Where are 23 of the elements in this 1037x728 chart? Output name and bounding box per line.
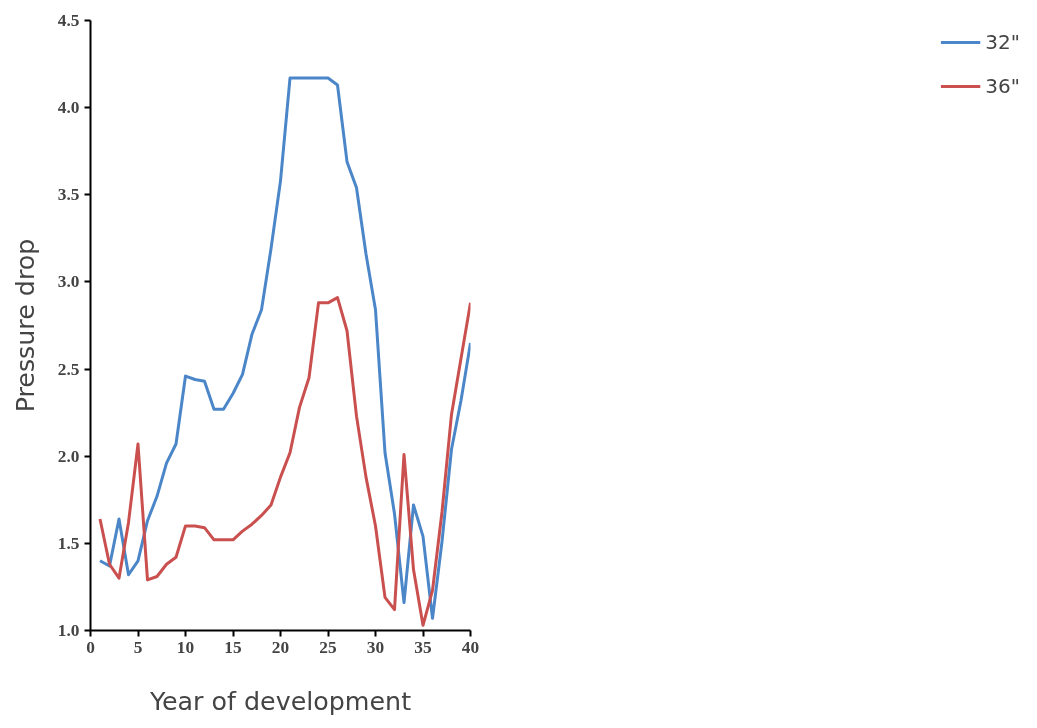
x-tick-label: 5 — [133, 637, 143, 657]
y-tick-label: 2.0 — [57, 446, 80, 466]
y-tick-label: 1.5 — [57, 533, 80, 553]
x-tick-label: 30 — [366, 637, 385, 657]
line-series — [98, 76, 471, 620]
y-tick-label: 1.0 — [57, 621, 80, 640]
y-tick-label: 4.0 — [57, 98, 80, 118]
line-series — [98, 296, 471, 627]
y-axis-title: Pressure drop — [9, 238, 40, 413]
x-tick-label: 10 — [176, 637, 195, 657]
x-tick-label: 20 — [271, 637, 290, 657]
y-tick-label: 3.5 — [57, 185, 80, 205]
x-tick-label: 40 — [461, 637, 480, 657]
x-tick-label: 35 — [414, 637, 432, 657]
x-tick-label: 0 — [86, 637, 95, 657]
x-tick-label: 15 — [224, 637, 242, 657]
x-tick-label: 25 — [319, 637, 337, 657]
x-axis-title: Year of development — [148, 685, 412, 716]
y-tick-label: 3.0 — [57, 272, 80, 292]
y-tick-label: 4.5 — [57, 11, 80, 30]
legend-label: 36" — [985, 74, 1020, 98]
legend-label: 32" — [985, 30, 1020, 54]
y-tick-label: 2.5 — [57, 359, 80, 379]
